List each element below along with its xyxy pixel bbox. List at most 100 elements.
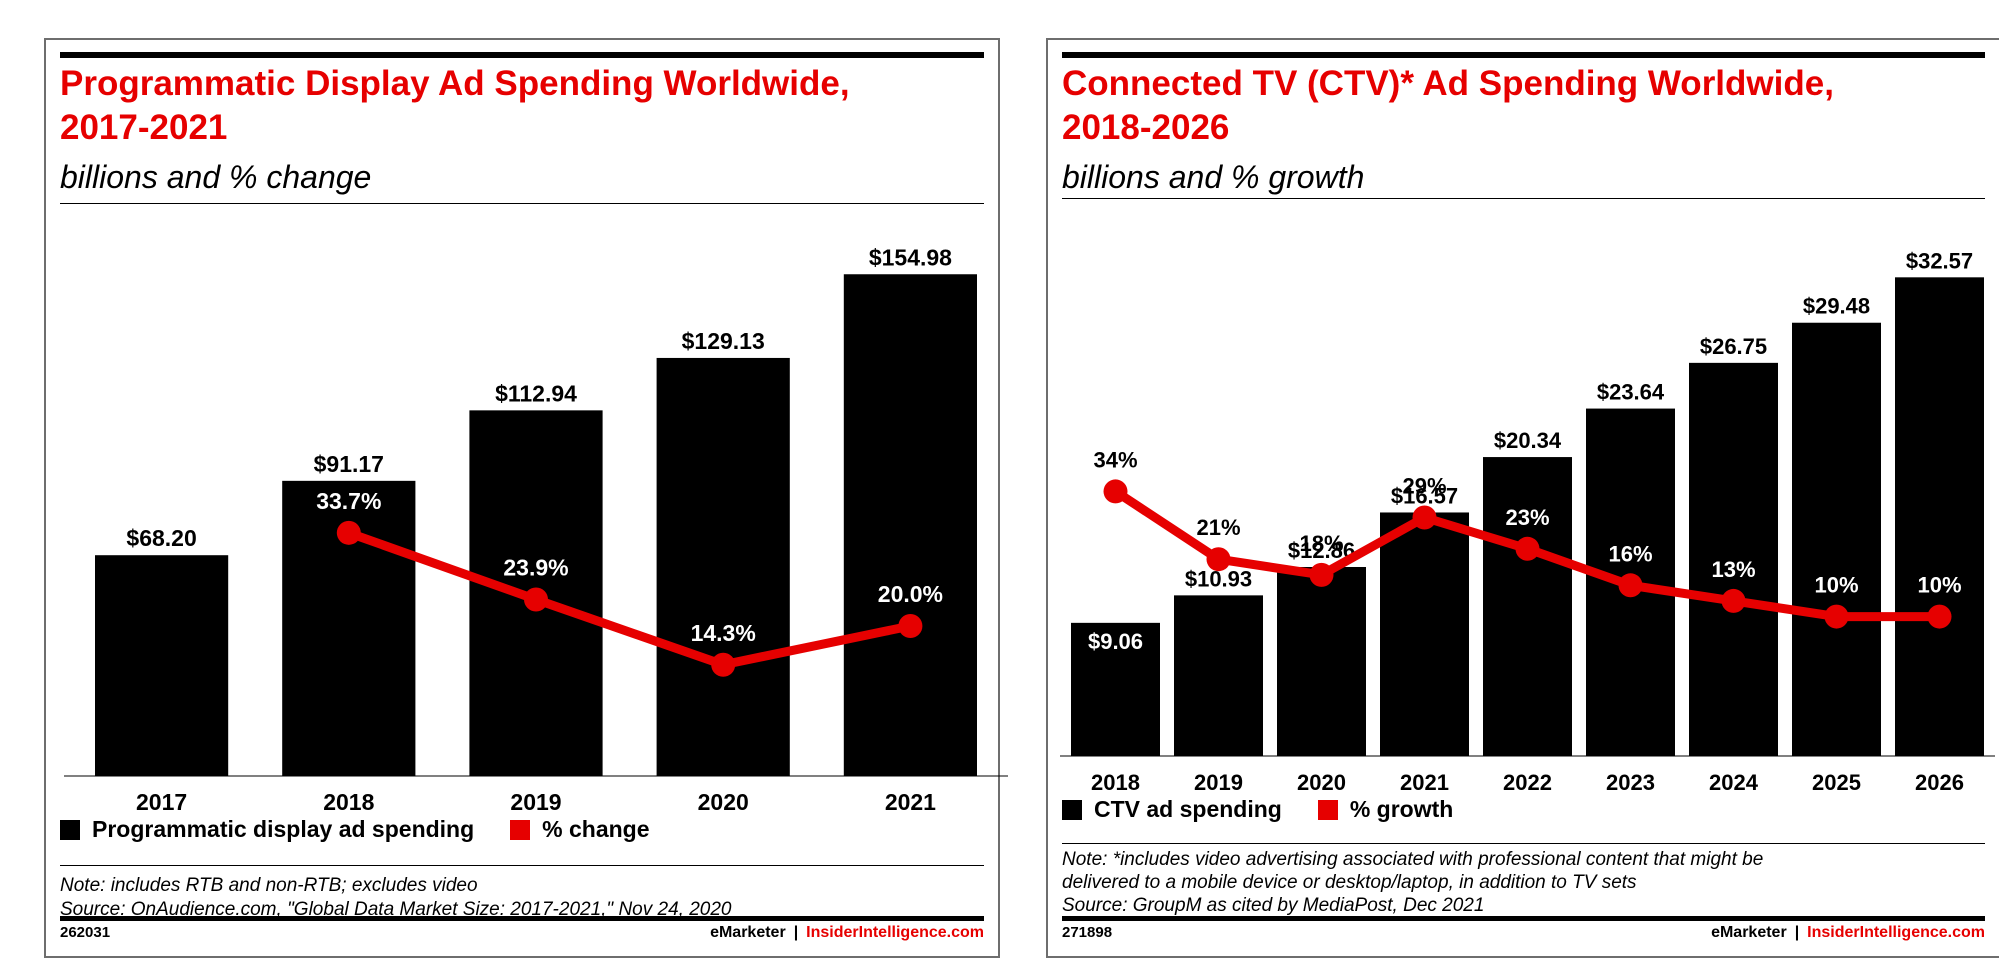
line-point: [1515, 536, 1540, 561]
bar: [1483, 457, 1572, 756]
bar: [1071, 622, 1160, 756]
legend: CTV ad spending % growth: [1062, 796, 1489, 823]
line-value-label: 23%: [1505, 505, 1549, 530]
legend-swatch-line: [1317, 799, 1338, 820]
bar: [656, 357, 790, 776]
line-value-label: 29%: [1402, 474, 1446, 499]
legend-item-bar: CTV ad spending: [1062, 796, 1282, 823]
legend-item-bar: Programmatic display ad spending: [60, 816, 474, 843]
bar-value-label: $112.94: [495, 380, 577, 406]
bar: [95, 555, 229, 776]
bar-value-label: $154.98: [869, 244, 952, 270]
chart-id: 262031: [60, 924, 111, 941]
line-value-label: 14.3%: [691, 620, 756, 646]
x-tick-label: 2021: [1400, 770, 1449, 795]
brand-footer: eMarketer | InsiderIntelligence.com: [1711, 924, 1985, 942]
legend-item-line: % change: [510, 816, 650, 843]
bar-value-label: $26.75: [1700, 334, 1767, 359]
chart-panel-programmatic: Programmatic Display Ad Spending Worldwi…: [44, 38, 1008, 958]
chart-title-line-2: 2017-2021: [60, 108, 228, 147]
line-value-label: 34%: [1093, 447, 1137, 472]
divider: [60, 865, 984, 866]
line-value-label: 10%: [1917, 573, 1961, 598]
line-value-label: 13%: [1711, 557, 1755, 582]
divider: [60, 203, 984, 204]
line-point: [336, 520, 361, 545]
legend-swatch-bar: [60, 819, 80, 840]
line-point: [898, 614, 923, 638]
brand-emarketer: eMarketer: [710, 924, 786, 941]
bar-value-label: $32.57: [1906, 248, 1973, 273]
line-point: [524, 587, 548, 612]
legend-swatch-line: [510, 819, 531, 840]
chart-panel-ctv: Connected TV (CTV)* Ad Spending Worldwid…: [1046, 38, 1999, 958]
bottom-rule: [1062, 916, 1985, 921]
brand-insider-link[interactable]: InsiderIntelligence.com: [806, 924, 984, 941]
chart-note: Note: includes RTB and non-RTB; excludes…: [60, 874, 984, 922]
chart-title: Programmatic Display Ad Spending Worldwi…: [60, 62, 988, 150]
line-value-label: 20.0%: [878, 581, 943, 607]
brand-footer: eMarketer | InsiderIntelligence.com: [710, 924, 984, 942]
note-line: Note: includes RTB and non-RTB; excludes…: [60, 875, 478, 896]
x-tick-label: 2019: [510, 789, 561, 815]
x-tick-label: 2018: [323, 789, 374, 815]
line-point: [1309, 562, 1334, 587]
line-value-label: 16%: [1608, 541, 1652, 566]
chart-title-line-1: Connected TV (CTV)* Ad Spending Worldwid…: [1062, 64, 1834, 103]
line-value-label: 21%: [1196, 515, 1240, 540]
bar: [843, 274, 977, 776]
chart-note: Note: *includes video advertising associ…: [1062, 848, 1985, 917]
chart-title-line-2: 2018-2026: [1062, 108, 1230, 147]
x-tick-label: 2024: [1709, 770, 1759, 795]
legend-label-bar: CTV ad spending: [1094, 796, 1282, 822]
line-value-label: 33.7%: [316, 488, 381, 514]
line-value-label: 18%: [1299, 531, 1343, 556]
x-tick-label: 2021: [885, 789, 936, 815]
bar-value-label: $16.57: [1391, 483, 1458, 508]
line-point: [1103, 479, 1128, 504]
bar: [1277, 566, 1366, 756]
chart-title: Connected TV (CTV)* Ad Spending Worldwid…: [1062, 62, 1989, 150]
line-point: [711, 652, 736, 677]
bar-value-label: $9.06: [1088, 629, 1143, 654]
line-point: [1927, 604, 1952, 629]
line-point: [1721, 588, 1746, 613]
line-point: [1206, 547, 1231, 572]
bottom-rule: [60, 916, 984, 921]
bar-value-label: $91.17: [314, 451, 384, 477]
bar-value-label: $68.20: [126, 525, 196, 551]
top-rule: [60, 52, 984, 58]
bar-value-label: $129.13: [682, 328, 765, 354]
legend-item-line: % growth: [1317, 796, 1453, 823]
chart-subtitle: billions and % growth: [1062, 159, 1365, 195]
top-rule: [1062, 52, 1985, 58]
legend: Programmatic display ad spending % chang…: [60, 816, 686, 843]
ctv-chart: $9.06$10.93$12.86$16.57$20.34$23.64$26.7…: [1060, 248, 1995, 795]
bar-value-label: $20.34: [1494, 428, 1562, 453]
bar: [1380, 512, 1469, 756]
bar-value-label: $29.48: [1803, 294, 1870, 319]
brand-emarketer: eMarketer: [1711, 924, 1787, 941]
programmatic-chart: $68.20 $91.17 $112.94 $129.13 $154.98 2017 201…: [64, 244, 1008, 815]
line-value-label: 23.9%: [503, 554, 568, 580]
x-tick-label: 2019: [1194, 770, 1243, 795]
line-point: [1618, 573, 1643, 598]
divider: [1062, 198, 1985, 199]
divider: [1062, 843, 1985, 844]
brand-insider-link[interactable]: InsiderIntelligence.com: [1807, 924, 1985, 941]
bar: [1792, 322, 1881, 756]
bar: [1895, 277, 1984, 756]
brand-separator: |: [793, 924, 799, 941]
bar: [1689, 362, 1778, 756]
x-tick-label: 2023: [1606, 770, 1655, 795]
growth-line: [344, 528, 915, 670]
x-tick-label: 2020: [698, 789, 749, 815]
x-tick-label: 2025: [1812, 770, 1861, 795]
x-tick-label: 2017: [136, 789, 187, 815]
x-tick-label: 2020: [1297, 770, 1346, 795]
x-tick-label: 2026: [1915, 770, 1964, 795]
chart-title-line-1: Programmatic Display Ad Spending Worldwi…: [60, 64, 850, 103]
brand-separator: |: [1794, 924, 1800, 941]
legend-swatch-bar: [1062, 799, 1082, 820]
bar-value-label: $23.64: [1597, 380, 1665, 405]
